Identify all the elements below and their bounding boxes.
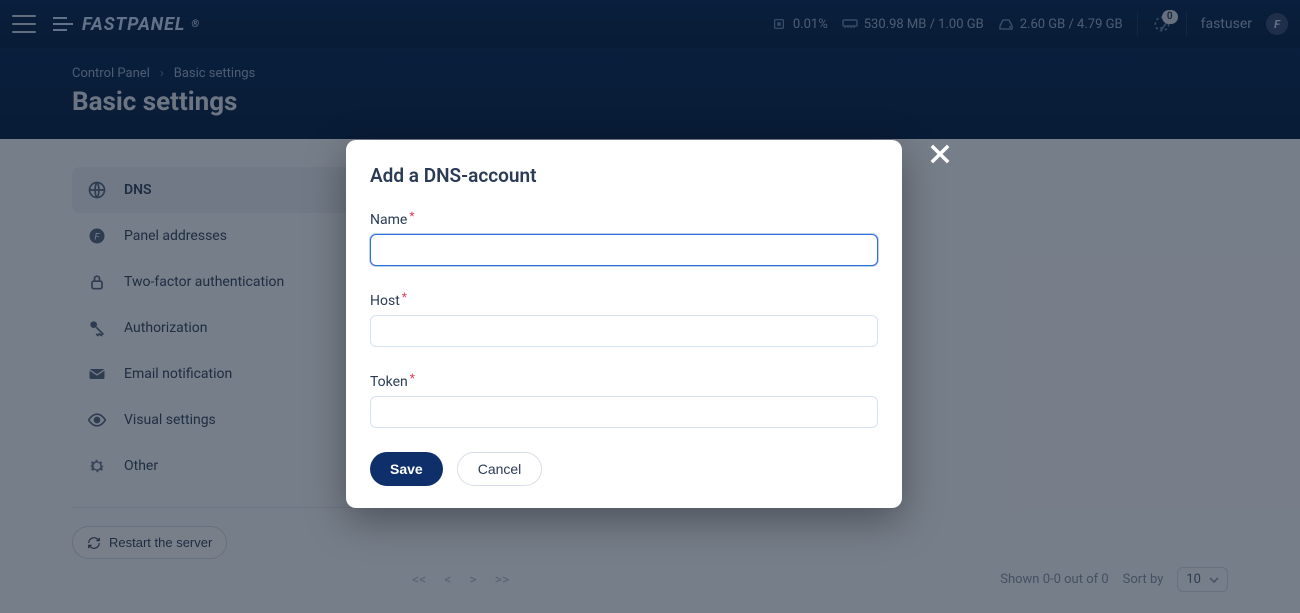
save-button[interactable]: Save xyxy=(370,452,443,486)
required-mark: * xyxy=(402,290,407,304)
modal-close-button[interactable] xyxy=(926,140,954,168)
required-mark: * xyxy=(409,209,414,223)
cancel-button[interactable]: Cancel xyxy=(457,452,543,486)
required-mark: * xyxy=(410,371,415,385)
modal-title: Add a DNS-account xyxy=(370,164,878,187)
host-label: Host xyxy=(370,293,400,309)
field-token: Token* xyxy=(370,371,878,428)
token-input[interactable] xyxy=(370,396,878,428)
modal-actions: Save Cancel xyxy=(370,452,878,486)
name-input[interactable] xyxy=(370,234,878,266)
add-dns-account-modal: Add a DNS-account Name* Host* Token* Sav… xyxy=(346,140,902,508)
field-name: Name* xyxy=(370,209,878,266)
close-icon xyxy=(926,140,954,168)
host-input[interactable] xyxy=(370,315,878,347)
token-label: Token xyxy=(370,374,408,390)
name-label: Name xyxy=(370,212,407,228)
modal-overlay[interactable]: Add a DNS-account Name* Host* Token* Sav… xyxy=(0,0,1300,613)
field-host: Host* xyxy=(370,290,878,347)
